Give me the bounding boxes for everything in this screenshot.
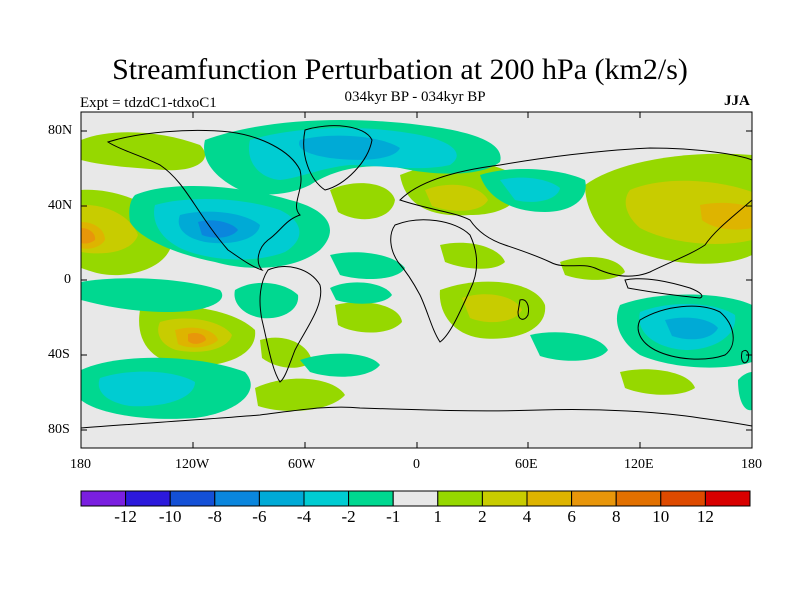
- colorbar-swatch: [437, 490, 483, 507]
- field-europe-yellow: [425, 184, 488, 211]
- field-arctic-blue: [299, 135, 400, 160]
- colorbar-swatch: [704, 490, 751, 507]
- field-india: [560, 257, 625, 280]
- field-atlantic-high: [330, 183, 395, 220]
- colorbar-label: 12: [696, 507, 714, 526]
- field-nafrica-neg: [330, 252, 405, 280]
- coast-greenland: [303, 125, 373, 191]
- colorbar-label: 2: [478, 507, 487, 526]
- colorbar-swatch: [258, 490, 305, 507]
- colorbar-label: 1: [433, 507, 443, 526]
- field-nasia-cyan: [500, 177, 560, 202]
- colorbar-label: 8: [611, 507, 621, 526]
- colorbar-label: -6: [252, 507, 267, 526]
- colorbar-swatch: [615, 490, 662, 507]
- colorbar-swatch: [571, 490, 617, 507]
- lat-label-80s: 80S: [48, 422, 70, 437]
- lon-label-120e: 120E: [624, 457, 654, 472]
- colorbar-label: -12: [114, 507, 137, 526]
- lat-label-80n: 80N: [48, 123, 73, 138]
- field-se-atlantic-neg: [300, 353, 380, 377]
- colorbar-swatch: [214, 490, 260, 507]
- coast-madagascar: [517, 299, 529, 320]
- colorbar-swatch: [392, 490, 439, 507]
- colorbar-swatch: [125, 490, 171, 507]
- field-australia-blue: [665, 317, 718, 340]
- field-drake: [255, 378, 345, 411]
- colorbar-swatch: [481, 490, 528, 507]
- colorbar-label: -8: [207, 507, 222, 526]
- colorbar-swatch: [169, 490, 216, 507]
- coast-north-america: [106, 129, 302, 272]
- coastlines: [81, 125, 752, 429]
- field-npacific-orange: [81, 228, 96, 244]
- lat-label-40s: 40S: [48, 347, 70, 362]
- coast-eurasia: [399, 147, 752, 277]
- lat-label-0: 0: [64, 272, 71, 287]
- lon-label-120w: 120W: [175, 457, 210, 472]
- colorbar-swatch: [526, 490, 573, 507]
- field-spacific-orange: [188, 332, 206, 344]
- colorbar-label: -4: [296, 507, 312, 526]
- field-safrica-yellow: [462, 294, 522, 323]
- coast-south-america: [259, 266, 322, 383]
- field-mideast: [440, 242, 505, 269]
- coast-new-zealand: [741, 349, 749, 364]
- coast-africa: [390, 219, 478, 343]
- colorbar-swatch: [660, 490, 706, 507]
- coast-australia: [637, 305, 734, 360]
- lon-label-60w: 60W: [288, 457, 316, 472]
- field-south-atlantic: [335, 302, 402, 333]
- field-sw-indian: [620, 369, 695, 395]
- lon-label-0: 0: [413, 457, 420, 472]
- lon-label-180-west: 180: [70, 457, 91, 472]
- colorbar-swatch: [303, 490, 350, 507]
- experiment-label: Expt = tdzdC1-tdxoC1: [80, 95, 217, 111]
- field-east-edge-neg: [738, 372, 752, 411]
- colorbar-swatch: [80, 490, 127, 507]
- plot-title: Streamfunction Perturbation at 200 hPa (…: [112, 53, 688, 86]
- colorbar-label: 10: [652, 507, 670, 526]
- field-trop-pacific-neg: [81, 278, 223, 312]
- lat-label-40n: 40N: [48, 198, 73, 213]
- colorbar: [80, 490, 751, 507]
- field-samerica-neg: [234, 282, 299, 319]
- colorbar-label: -1: [386, 507, 401, 526]
- season-label: JJA: [724, 93, 750, 109]
- colorbar-label: -10: [158, 507, 182, 526]
- field-siberia-gold: [700, 202, 752, 230]
- field-southern-ocean-cyan: [98, 371, 195, 407]
- field-arctic-west: [81, 132, 206, 171]
- field-se-pacific: [260, 337, 312, 368]
- colorbar-label: 6: [567, 507, 576, 526]
- lon-label-180-east: 180: [741, 457, 762, 472]
- field-indian-neg: [530, 332, 608, 361]
- colorbar-label: 4: [522, 507, 532, 526]
- lon-label-60e: 60E: [515, 457, 538, 472]
- coast-antarctica: [81, 406, 752, 429]
- colorbar-label: -2: [341, 507, 356, 526]
- axis-ticks: [81, 112, 752, 448]
- field-satlantic-neg: [330, 282, 392, 304]
- coast-indonesia: [624, 278, 703, 299]
- colorbar-swatch: [348, 490, 394, 507]
- time-range-label: 034kyr BP - 034kyr BP: [344, 89, 486, 105]
